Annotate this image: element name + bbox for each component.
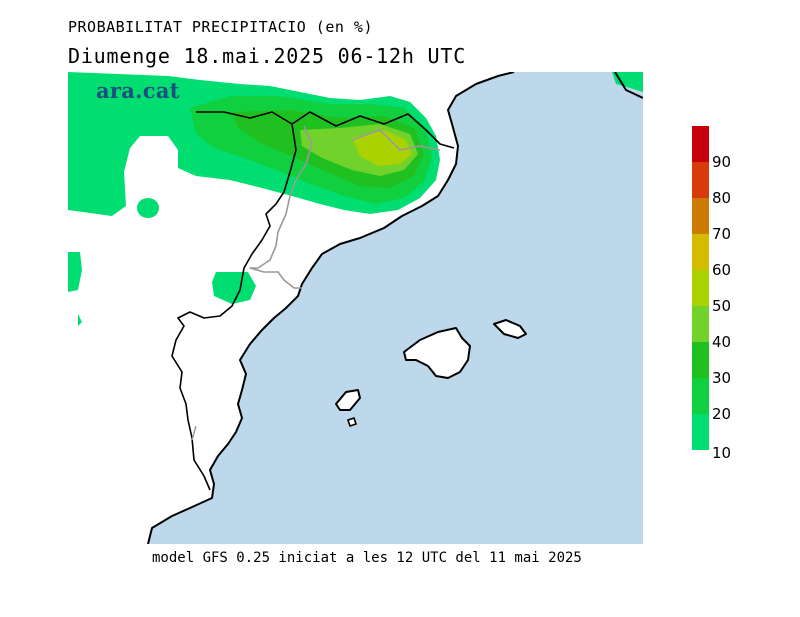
legend-swatch-10 [692, 414, 709, 450]
legend-swatch-40 [692, 306, 709, 342]
legend-label-40: 40 [712, 333, 732, 351]
menorca [493, 319, 527, 339]
legend-label-50: 50 [712, 297, 732, 315]
legend-label-70: 70 [712, 225, 732, 243]
coastline [147, 72, 515, 544]
legend-swatch-90 [692, 126, 709, 162]
formentera [346, 416, 358, 428]
zone-50-60 [352, 130, 412, 166]
mallorca [403, 327, 471, 379]
legend-swatch-30 [692, 342, 709, 378]
legend-swatch-50 [692, 270, 709, 306]
legend-label-90: 90 [712, 153, 732, 171]
legend-swatch-70 [692, 198, 709, 234]
ara-cat-logo: ara.cat [96, 78, 180, 103]
model-run-caption: model GFS 0.25 iniciat a les 12 UTC del … [152, 550, 582, 566]
national-border [196, 111, 455, 149]
region-boundary [171, 123, 297, 491]
eivissa [335, 389, 361, 411]
legend-label-10: 10 [712, 444, 732, 462]
chart-title: PROBABILITAT PRECIPITACIO (en %) [68, 18, 373, 36]
province-border [249, 125, 313, 289]
legend-label-30: 30 [712, 369, 732, 387]
legend-colorbar: 90 80 70 60 50 40 30 20 10 [692, 126, 760, 462]
sea-area [148, 72, 643, 544]
chart-subtitle: Diumenge 18.mai.2025 06-12h UTC [68, 44, 467, 68]
legend-label-60: 60 [712, 261, 732, 279]
legend-label-80: 80 [712, 189, 732, 207]
legend-swatch-20 [692, 378, 709, 414]
legend-swatch-60 [692, 234, 709, 270]
legend-label-20: 20 [712, 405, 732, 423]
legend-swatch-80 [692, 162, 709, 198]
